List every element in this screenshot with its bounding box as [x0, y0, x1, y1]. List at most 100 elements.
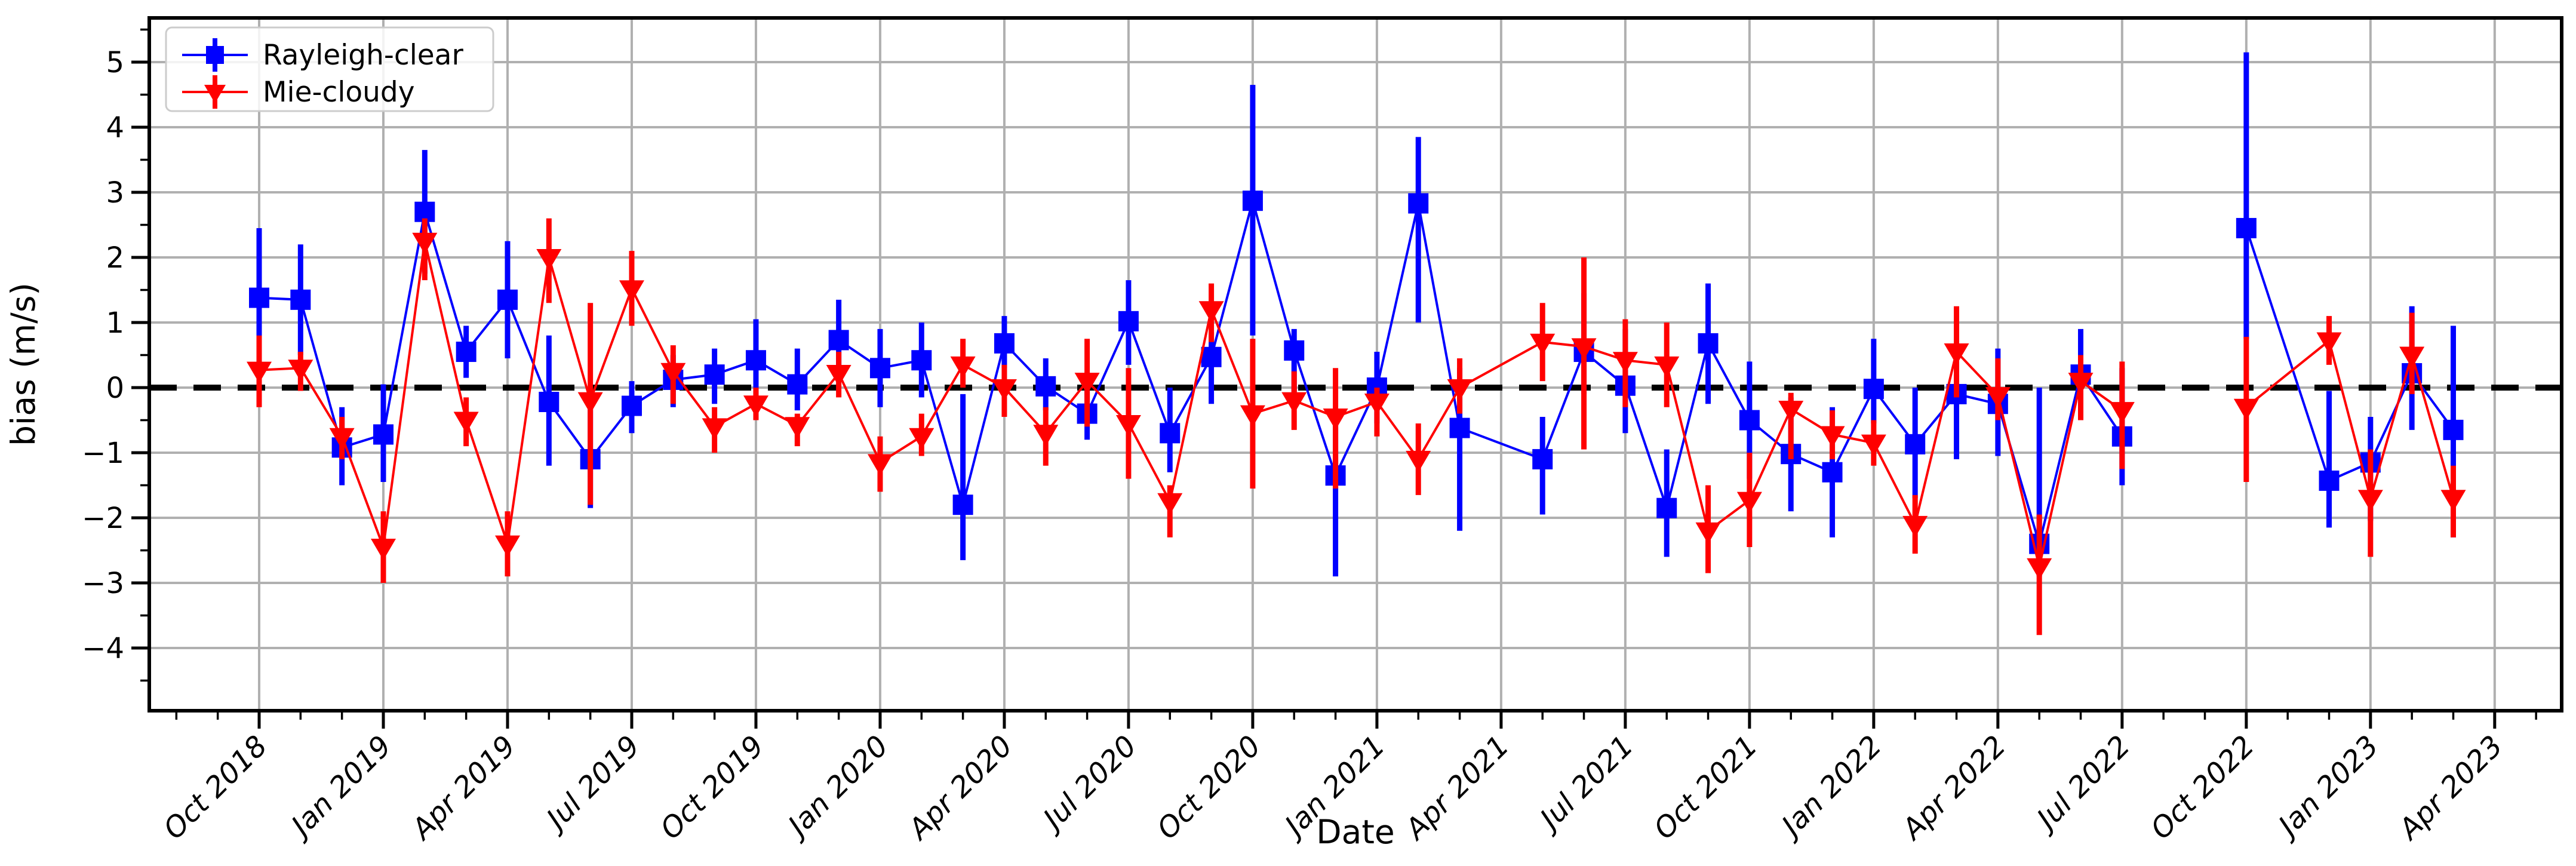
marker-triangle-down	[991, 379, 1017, 401]
y-tick-label: 2	[106, 241, 124, 275]
marker-triangle-down	[2068, 373, 2094, 395]
marker-triangle-down	[2440, 490, 2466, 512]
legend-item-mie-cloudy: Mie-cloudy	[182, 75, 415, 109]
y-tick-label: −2	[82, 502, 124, 535]
y-tick-label: −1	[82, 437, 124, 470]
marker-triangle-down	[1364, 393, 1390, 415]
marker-triangle-down	[494, 535, 520, 557]
marker-triangle-down	[1985, 387, 2011, 409]
marker-square	[1822, 462, 1843, 483]
marker-triangle-down	[1902, 515, 1928, 538]
marker-square	[1449, 417, 1470, 438]
marker-square	[1201, 346, 1222, 367]
marker-square	[1284, 340, 1305, 361]
marker-square	[621, 395, 642, 416]
marker-square	[745, 350, 766, 371]
marker-square	[290, 289, 311, 310]
marker-triangle-down	[412, 232, 438, 254]
plot-border	[147, 16, 2563, 713]
marker-square	[373, 424, 394, 445]
marker-square	[456, 342, 477, 363]
marker-square	[1905, 434, 1926, 455]
marker-triangle-down	[1115, 414, 1141, 437]
marker-triangle-down	[1736, 492, 1762, 514]
marker-triangle-down	[1281, 392, 1307, 414]
marker-triangle-down	[1695, 522, 1721, 544]
marker-triangle-down	[1571, 338, 1597, 360]
marker-triangle-down	[370, 539, 396, 561]
y-tick-label: 5	[106, 46, 124, 79]
marker-triangle-down	[1406, 450, 1431, 472]
marker-triangle-down	[867, 454, 893, 476]
legend: Rayleigh-clear Mie-cloudy	[165, 26, 494, 112]
marker-triangle-down	[1323, 409, 1348, 431]
y-tick-label: 4	[106, 111, 124, 145]
marker-triangle-down	[660, 363, 686, 385]
y-tick-label: 3	[106, 176, 124, 210]
series-mie-cloudy	[247, 218, 2466, 635]
y-tick-label: 0	[106, 371, 124, 405]
legend-label: Mie-cloudy	[263, 76, 415, 109]
marker-square	[828, 330, 849, 351]
marker-triangle-down	[2357, 490, 2383, 512]
legend-box	[165, 26, 494, 112]
marker-triangle-down	[1612, 352, 1638, 374]
marker-triangle-down	[702, 418, 727, 440]
marker-square	[1739, 410, 1760, 431]
marker-triangle-down	[329, 428, 355, 450]
marker-triangle-down	[1861, 434, 1886, 456]
y-tick-label: −4	[82, 632, 124, 665]
y-tick-label: −3	[82, 567, 124, 600]
plot-area	[149, 18, 2562, 711]
y-axis-label: bias (m/s)	[4, 282, 42, 446]
marker-square	[2319, 470, 2340, 491]
marker-square	[1698, 333, 1719, 354]
marker-triangle-down	[288, 360, 313, 382]
marker-triangle-down	[2316, 332, 2342, 354]
marker-triangle-down	[453, 411, 479, 434]
marker-triangle-down	[536, 249, 562, 271]
marker-triangle-down	[1033, 425, 1059, 447]
marker-triangle-down	[2233, 398, 2259, 420]
marker-square	[2443, 419, 2464, 440]
legend-label: Rayleigh-clear	[263, 39, 463, 72]
marker-triangle-down	[619, 280, 644, 302]
marker-triangle-down	[1654, 356, 1680, 378]
marker-triangle-down	[1198, 301, 1224, 323]
marker-square	[787, 374, 808, 395]
marker-square	[869, 358, 890, 379]
marker-triangle-down	[1819, 426, 1845, 448]
marker-square	[994, 333, 1015, 354]
marker-square	[539, 391, 560, 412]
marker-square	[497, 289, 518, 310]
x-axis-label: Date	[1316, 813, 1394, 851]
marker-triangle-down	[2399, 346, 2425, 368]
marker-triangle-down	[1240, 405, 1265, 427]
marker-square	[952, 495, 973, 515]
marker-triangle-down	[577, 392, 603, 414]
marker-triangle-down	[785, 417, 810, 439]
marker-triangle-down	[826, 365, 852, 387]
marker-triangle-down	[2027, 558, 2052, 580]
marker-triangle-down	[1944, 343, 1969, 366]
y-tick-labels: −4 −3 −2 −1 0 1 2 3 4 5	[82, 46, 124, 665]
marker-square	[1035, 376, 1056, 397]
marker-square	[2236, 217, 2257, 238]
marker-square	[911, 350, 932, 371]
marker-square	[1408, 193, 1429, 214]
marker-square	[1242, 191, 1263, 211]
marker-square	[249, 287, 269, 308]
marker-square	[1656, 498, 1677, 518]
marker-triangle-down	[1074, 373, 1100, 395]
marker-triangle-down	[950, 356, 976, 378]
legend-marker-square	[206, 46, 224, 64]
marker-triangle-down	[1447, 379, 1473, 401]
marker-triangle-down	[909, 428, 935, 450]
legend-marker-triangle-down	[204, 85, 226, 103]
marker-triangle-down	[247, 361, 272, 383]
y-tick-label: 1	[106, 306, 124, 340]
marker-square	[1160, 423, 1181, 444]
marker-triangle-down	[1157, 493, 1183, 515]
